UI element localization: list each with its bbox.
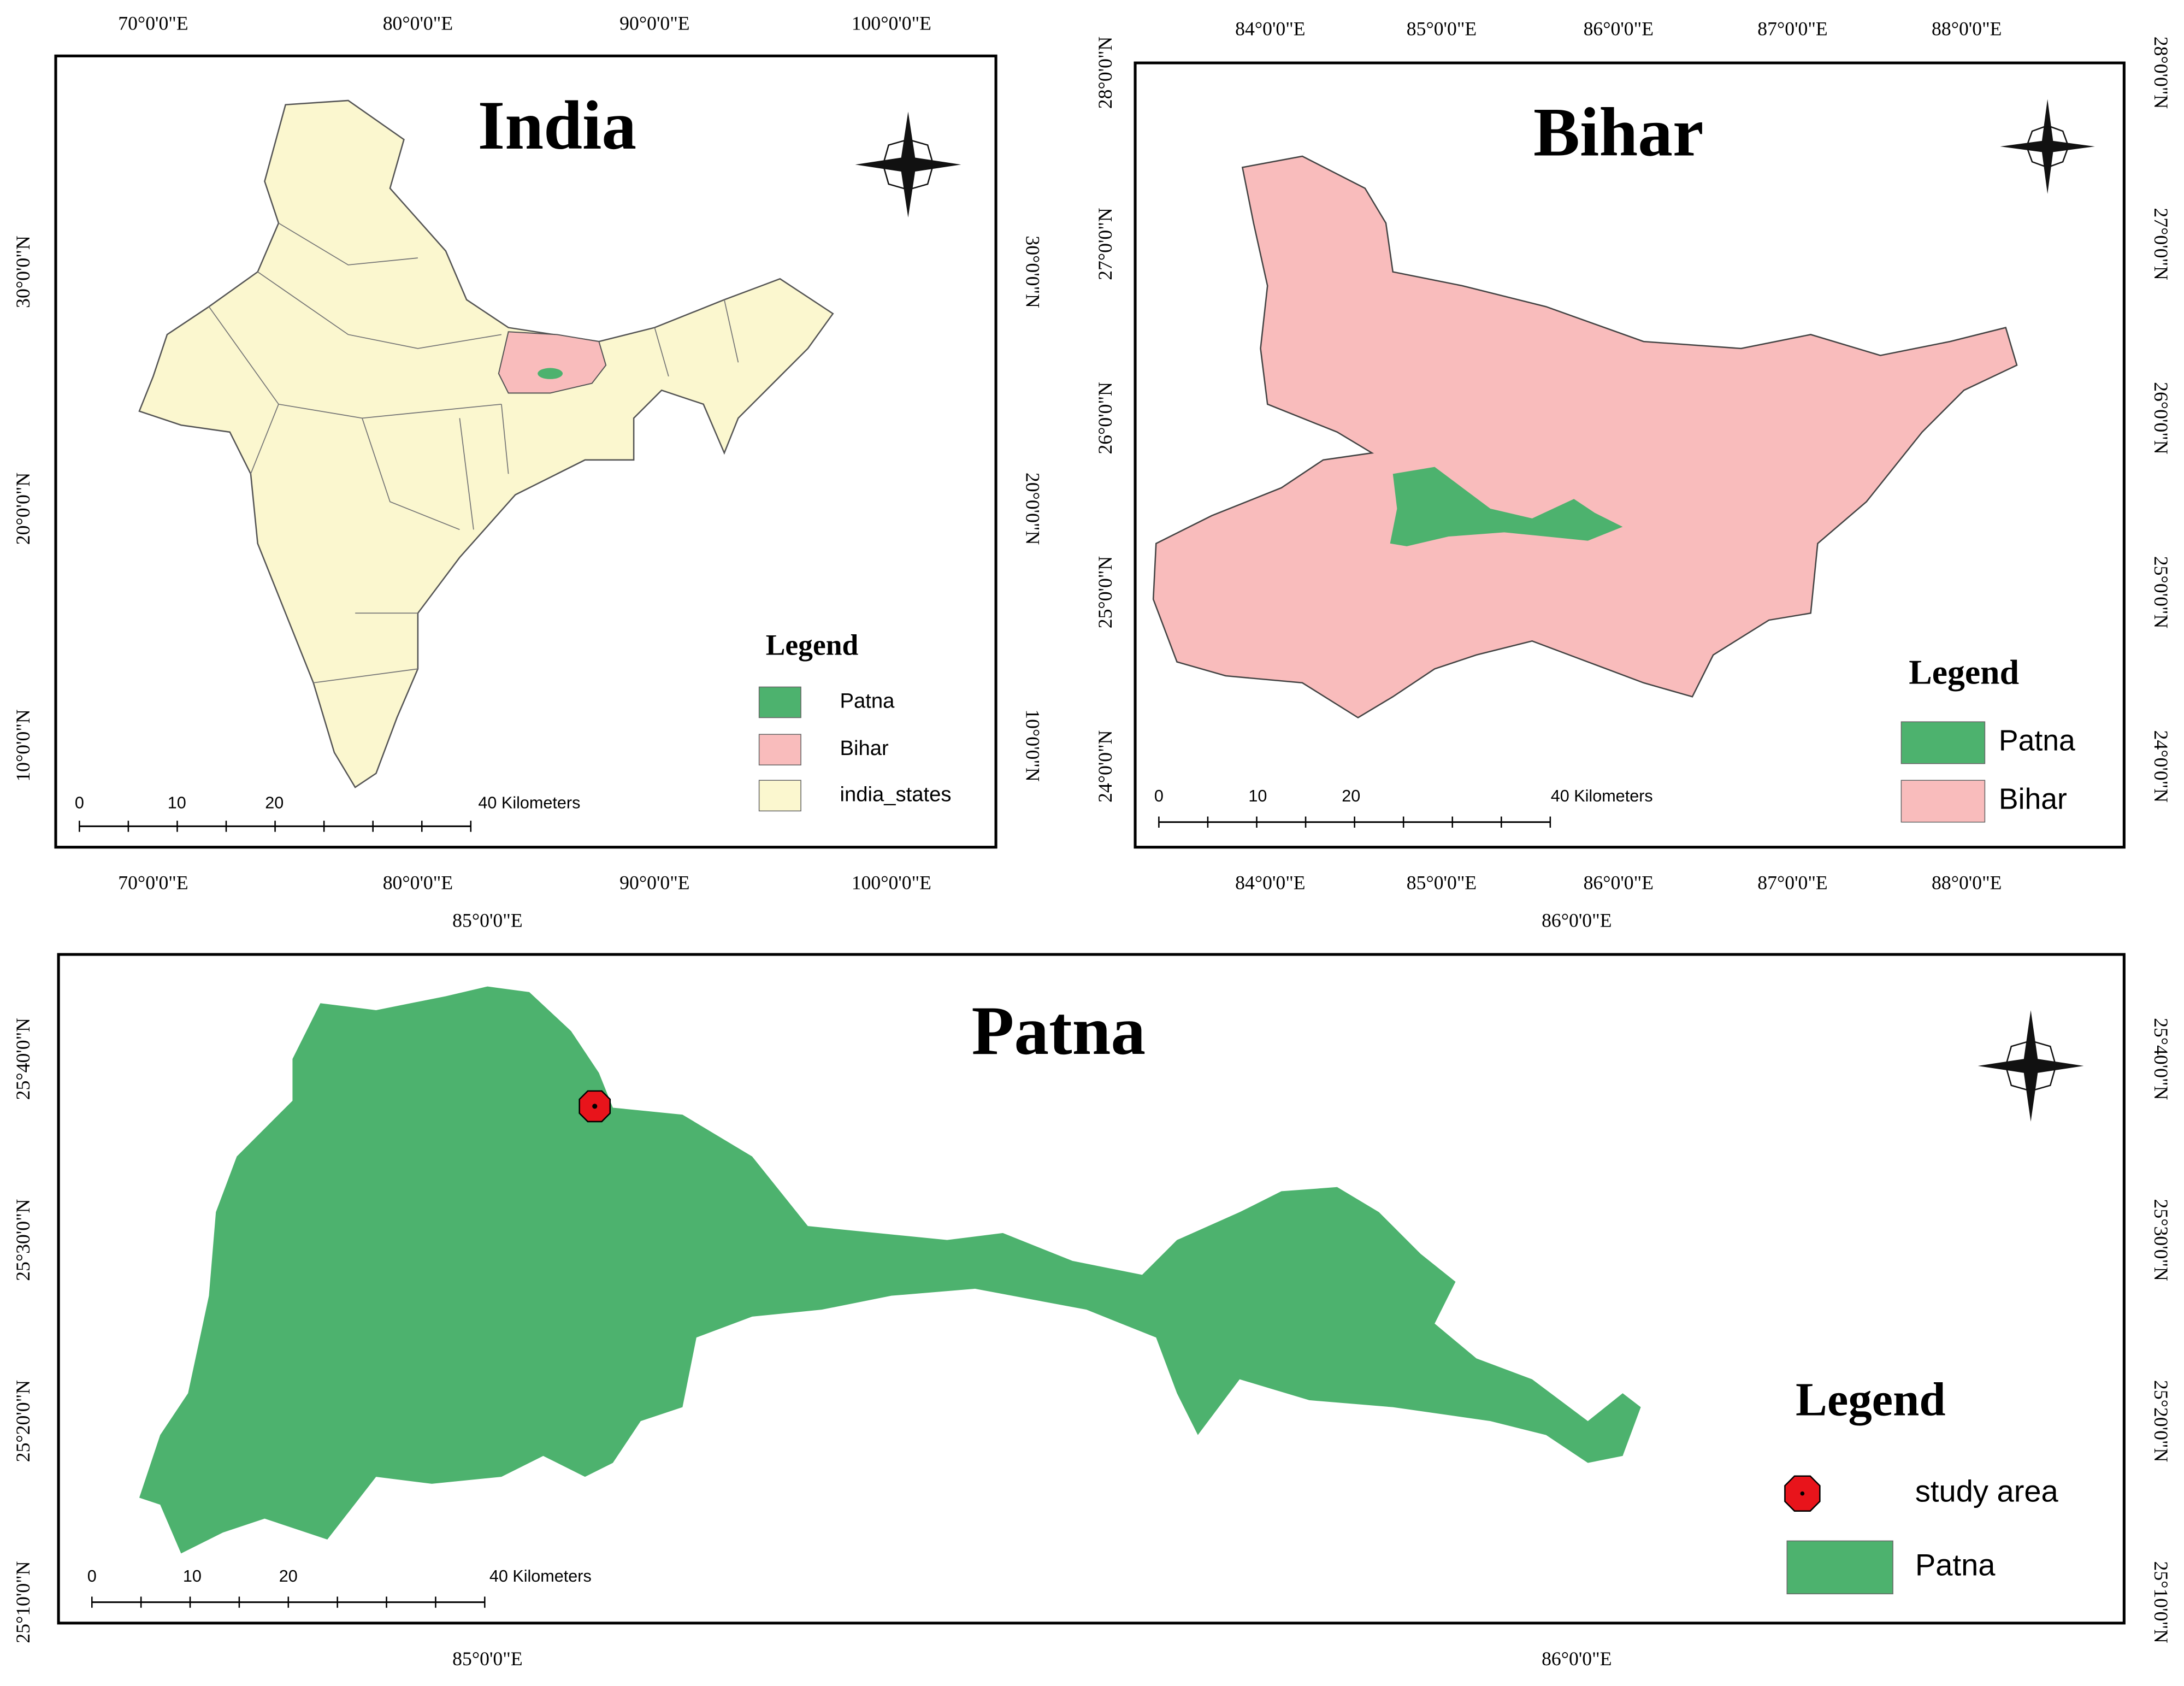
legend-swatch: [1900, 780, 1986, 823]
legend-title: Legend: [766, 628, 859, 661]
india-bihar: [498, 331, 607, 394]
scale-label: 10: [1248, 787, 1267, 805]
latitude-label: 25°10'0"N: [2150, 1561, 2172, 1643]
scale-label: 0: [1154, 787, 1164, 805]
latitude-label: 25°40'0"N: [12, 1018, 34, 1100]
map-title: Bihar: [1533, 93, 1704, 171]
legend-title: Legend: [1909, 653, 2019, 692]
latitude-label: 10°0'0"N: [12, 709, 34, 781]
map-title: Patna: [971, 992, 1146, 1069]
legend-marker-dot: [1800, 1491, 1805, 1496]
longitude-label: 85°0'0"E: [1407, 18, 1477, 40]
scale-label: 40 Kilometers: [489, 1567, 592, 1585]
map-title: India: [478, 86, 637, 164]
longitude-label: 85°0'0"E: [1407, 872, 1477, 894]
legend-label: Patna: [1999, 725, 2075, 757]
legend-swatch: [1900, 721, 1986, 764]
latitude-label: 27°0'0"N: [2150, 208, 2172, 280]
latitude-label: 10°0'0"N: [1022, 709, 1044, 781]
longitude-label: 87°0'0"E: [1757, 872, 1827, 894]
scale-label: 40 Kilometers: [1551, 787, 1653, 805]
longitude-label: 70°0'0"E: [118, 12, 188, 34]
latitude-label: 28°0'0"N: [2150, 37, 2172, 109]
scale-label: 20: [265, 794, 284, 812]
bihar-outline: [1152, 155, 2018, 719]
map-frame: [1134, 61, 2126, 849]
latitude-label: 25°0'0"N: [1094, 556, 1116, 628]
latitude-label: 25°20'0"N: [2150, 1380, 2172, 1462]
longitude-label: 88°0'0"E: [1932, 872, 2002, 894]
legend-swatch: [758, 780, 801, 812]
longitude-label: 90°0'0"E: [619, 872, 689, 894]
scale-label: 20: [1342, 787, 1360, 805]
latitude-label: 25°0'0"N: [2150, 556, 2172, 628]
longitude-label: 88°0'0"E: [1932, 18, 2002, 40]
map-frame: [57, 953, 2126, 1625]
longitude-label: 86°0'0"E: [1584, 872, 1654, 894]
legend-title: Legend: [1796, 1373, 1946, 1425]
latitude-label: 30°0'0"N: [12, 235, 34, 308]
legend-label: study area: [1915, 1474, 2059, 1508]
longitude-label: 100°0'0"E: [852, 12, 931, 34]
latitude-label: 25°40'0"N: [2150, 1018, 2172, 1100]
longitude-label: 86°0'0"E: [1542, 910, 1612, 932]
scale-label: 0: [87, 1567, 97, 1585]
longitude-label: 84°0'0"E: [1235, 872, 1305, 894]
map-frame: [54, 54, 997, 849]
north-arrow: [855, 111, 961, 218]
patna-outline: [139, 986, 1641, 1554]
legend-label: india_states: [840, 782, 951, 806]
latitude-label: 26°0'0"N: [1094, 382, 1116, 454]
india-state-borders: [208, 222, 739, 683]
india-patna: [538, 368, 563, 379]
latitude-label: 25°10'0"N: [12, 1561, 34, 1643]
legend-swatch: [758, 734, 801, 765]
legend-label: Patna: [840, 689, 895, 713]
legend-label: Bihar: [840, 736, 889, 760]
india-outline: [138, 99, 834, 788]
scale-label: 0: [75, 794, 84, 812]
latitude-label: 24°0'0"N: [2150, 730, 2172, 803]
longitude-label: 90°0'0"E: [619, 12, 689, 34]
longitude-label: 80°0'0"E: [383, 12, 453, 34]
latitude-label: 28°0'0"N: [1094, 37, 1116, 109]
longitude-label: 85°0'0"E: [452, 1648, 522, 1670]
scale-label: 40 Kilometers: [478, 794, 580, 812]
north-arrow: [2000, 99, 2095, 194]
latitude-label: 30°0'0"N: [1022, 235, 1044, 308]
latitude-label: 25°20'0"N: [12, 1380, 34, 1462]
scale-label: 10: [168, 794, 186, 812]
north-arrow: [1978, 1010, 2084, 1122]
latitude-label: 27°0'0"N: [1094, 208, 1116, 280]
longitude-label: 80°0'0"E: [383, 872, 453, 894]
legend-swatch: [758, 686, 801, 718]
longitude-label: 86°0'0"E: [1584, 18, 1654, 40]
longitude-label: 84°0'0"E: [1235, 18, 1305, 40]
latitude-label: 20°0'0"N: [1022, 473, 1044, 545]
longitude-label: 87°0'0"E: [1757, 18, 1827, 40]
latitude-label: 25°30'0"N: [2150, 1199, 2172, 1281]
latitude-label: 20°0'0"N: [12, 473, 34, 545]
longitude-label: 100°0'0"E: [852, 872, 931, 894]
longitude-label: 86°0'0"E: [1542, 1648, 1612, 1670]
latitude-label: 24°0'0"N: [1094, 730, 1116, 803]
longitude-label: 70°0'0"E: [118, 872, 188, 894]
bihar-patna: [1390, 467, 1623, 546]
latitude-label: 26°0'0"N: [2150, 382, 2172, 454]
legend-swatch: [1786, 1540, 1893, 1595]
study-area-marker: [579, 1090, 611, 1123]
legend-label: Bihar: [1999, 783, 2067, 816]
legend-label: Patna: [1915, 1548, 1996, 1582]
scale-label: 20: [279, 1567, 298, 1585]
scale-label: 10: [183, 1567, 202, 1585]
latitude-label: 25°30'0"N: [12, 1199, 34, 1281]
longitude-label: 85°0'0"E: [452, 910, 522, 932]
